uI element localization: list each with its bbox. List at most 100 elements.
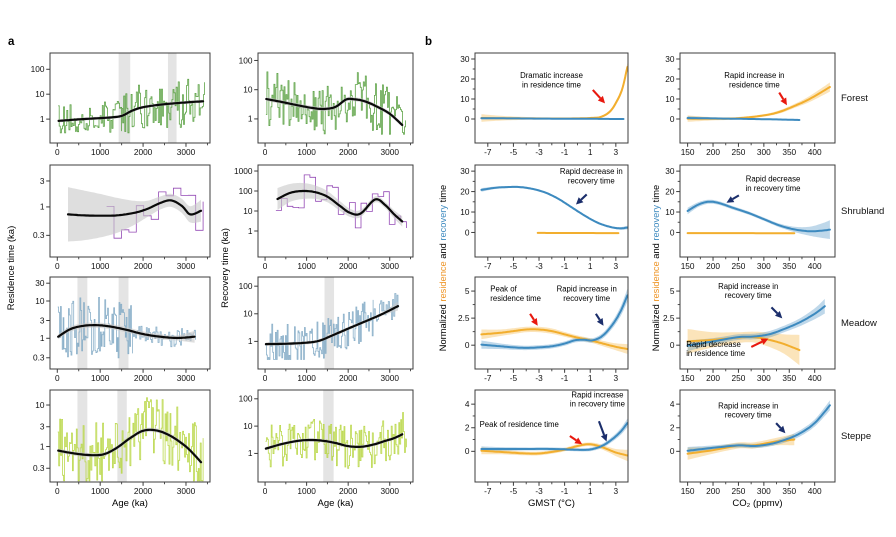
tick-label: 10 [35, 296, 45, 306]
tick-label: 2000 [134, 486, 153, 496]
tick-label: 0 [670, 114, 675, 124]
tick-label: 100 [239, 55, 253, 65]
tick-label: -7 [484, 261, 492, 271]
annotation: Rapid increase in residence time [724, 71, 787, 106]
trend-line [265, 97, 404, 127]
tick-label: -7 [484, 486, 492, 496]
tick-label: 0 [263, 261, 268, 271]
tick-label: 1000 [91, 147, 110, 157]
annotation-arrow [529, 313, 535, 321]
plot-frame [49, 389, 211, 483]
tick-label: 200 [706, 373, 720, 383]
tick-label: 300 [757, 147, 771, 157]
axis-label-x: CO₂ (ppmv) [732, 498, 782, 509]
annotation-arrow [750, 340, 763, 348]
tick-label: 0 [263, 486, 268, 496]
tick-label: 10 [243, 206, 253, 216]
annotation-arrow [569, 435, 577, 442]
tick-label: 3 [40, 176, 45, 186]
axis-label-x: Age (ka) [112, 498, 148, 509]
tick-label: 400 [808, 147, 822, 157]
raw-series [275, 174, 407, 229]
tick-label: 20 [460, 74, 470, 84]
tick-label: -1 [561, 373, 569, 383]
trend-line [57, 100, 205, 122]
annotation-arrowhead [726, 196, 735, 203]
annotation: Rapid increase in recovery time [718, 282, 783, 319]
tick-label: 0 [55, 373, 60, 383]
tick-label: 400 [808, 373, 822, 383]
tick-label: 0 [263, 147, 268, 157]
tick-label: 300 [757, 373, 771, 383]
tick-label: 1000 [91, 486, 110, 496]
plot-a-row3-recovery: 0 1000 2000 3000 1 10 100 [239, 276, 414, 383]
tick-label: 0 [670, 227, 675, 237]
tick-label: 2.5 [663, 313, 675, 323]
residence-line [480, 328, 628, 350]
annotation: Rapid increase in recovery time [570, 390, 625, 442]
annotation-text: Rapid increase in recovery time [718, 401, 778, 419]
tick-label: 0 [465, 227, 470, 237]
tick-label: 4 [670, 399, 675, 409]
tick-label: 10 [460, 207, 470, 217]
tick-label: 250 [732, 486, 746, 496]
plot-frame [679, 389, 836, 483]
plot-frame [679, 52, 836, 144]
plot-b-meadow-gmst: -7 -5 -3 -1 1 3 0 2.5 5 Peak of residence time Rapi… [458, 276, 629, 383]
annotation-text: Dramatic increase in residence time [520, 71, 583, 89]
annotation-arrowhead [600, 433, 608, 442]
trend-line [66, 199, 203, 217]
annotation-arrow [592, 89, 602, 99]
tick-label: 5 [670, 286, 675, 296]
recovery-line [686, 117, 801, 121]
tick-label: 4 [465, 399, 470, 409]
tick-label: 0.3 [33, 353, 45, 363]
tick-label: -3 [535, 261, 543, 271]
tick-label: 1 [248, 448, 253, 458]
raw-series [265, 412, 407, 469]
tick-label: 1 [588, 261, 593, 271]
plot-a-row3-residence: 0 1000 2000 3000 0.3 1 3 10 30 [33, 276, 211, 383]
tick-label: 200 [706, 261, 720, 271]
panel-a-label: a [8, 36, 15, 48]
annotation: Rapid decrease in residence time [686, 338, 769, 358]
tick-label: 0 [55, 147, 60, 157]
plot-frame [49, 52, 211, 144]
highlight-band [118, 277, 129, 369]
tick-label: 3 [40, 422, 45, 432]
biome-row-label: Forest [841, 93, 868, 104]
annotation-text: Rapid increase in recovery time [570, 390, 625, 408]
tick-label: 10 [243, 84, 253, 94]
tick-label: 3000 [380, 261, 399, 271]
plot-frame [679, 276, 836, 370]
tick-label: 200 [706, 486, 720, 496]
plot-a-row2-residence: 0 1000 2000 3000 0.3 1 3 [33, 164, 211, 271]
tick-label: 350 [782, 261, 796, 271]
tick-label: 1 [248, 114, 253, 124]
annotation-arrowhead [531, 318, 538, 326]
annotation: Dramatic increase in residence time [520, 71, 606, 104]
tick-label: 10 [35, 89, 45, 99]
annotation-text: Rapid decrease in recovery time [745, 175, 800, 193]
tick-label: 1000 [91, 261, 110, 271]
axis-label-x: Age (ka) [318, 498, 354, 509]
tick-label: 1 [588, 147, 593, 157]
tick-label: -1 [561, 261, 569, 271]
residence-line [686, 86, 831, 120]
tick-label: 2000 [339, 373, 358, 383]
tick-label: 10 [243, 421, 253, 431]
annotation-arrowhead [778, 425, 786, 434]
tick-label: 1000 [297, 486, 316, 496]
plot-b-forest-co2: 150 200 250 300 350 400 0 10 20 30 Rapid increase … [665, 52, 836, 157]
annotation-text: Rapid increase in recovery time [557, 285, 617, 303]
residence-ci [481, 63, 628, 122]
annotation-arrowhead [597, 95, 606, 104]
plot-b-meadow-co2: 150 200 250 300 350 400 0 2.5 5 Rapid increase in… [663, 276, 836, 383]
plot-a-row4-recovery: 0 1000 2000 3000 1 10 100 [239, 389, 414, 496]
tick-label: -5 [510, 373, 518, 383]
tick-label: 100 [31, 64, 45, 74]
tick-label: 250 [732, 147, 746, 157]
tick-label: -1 [561, 486, 569, 496]
annotation-arrow [775, 422, 782, 429]
